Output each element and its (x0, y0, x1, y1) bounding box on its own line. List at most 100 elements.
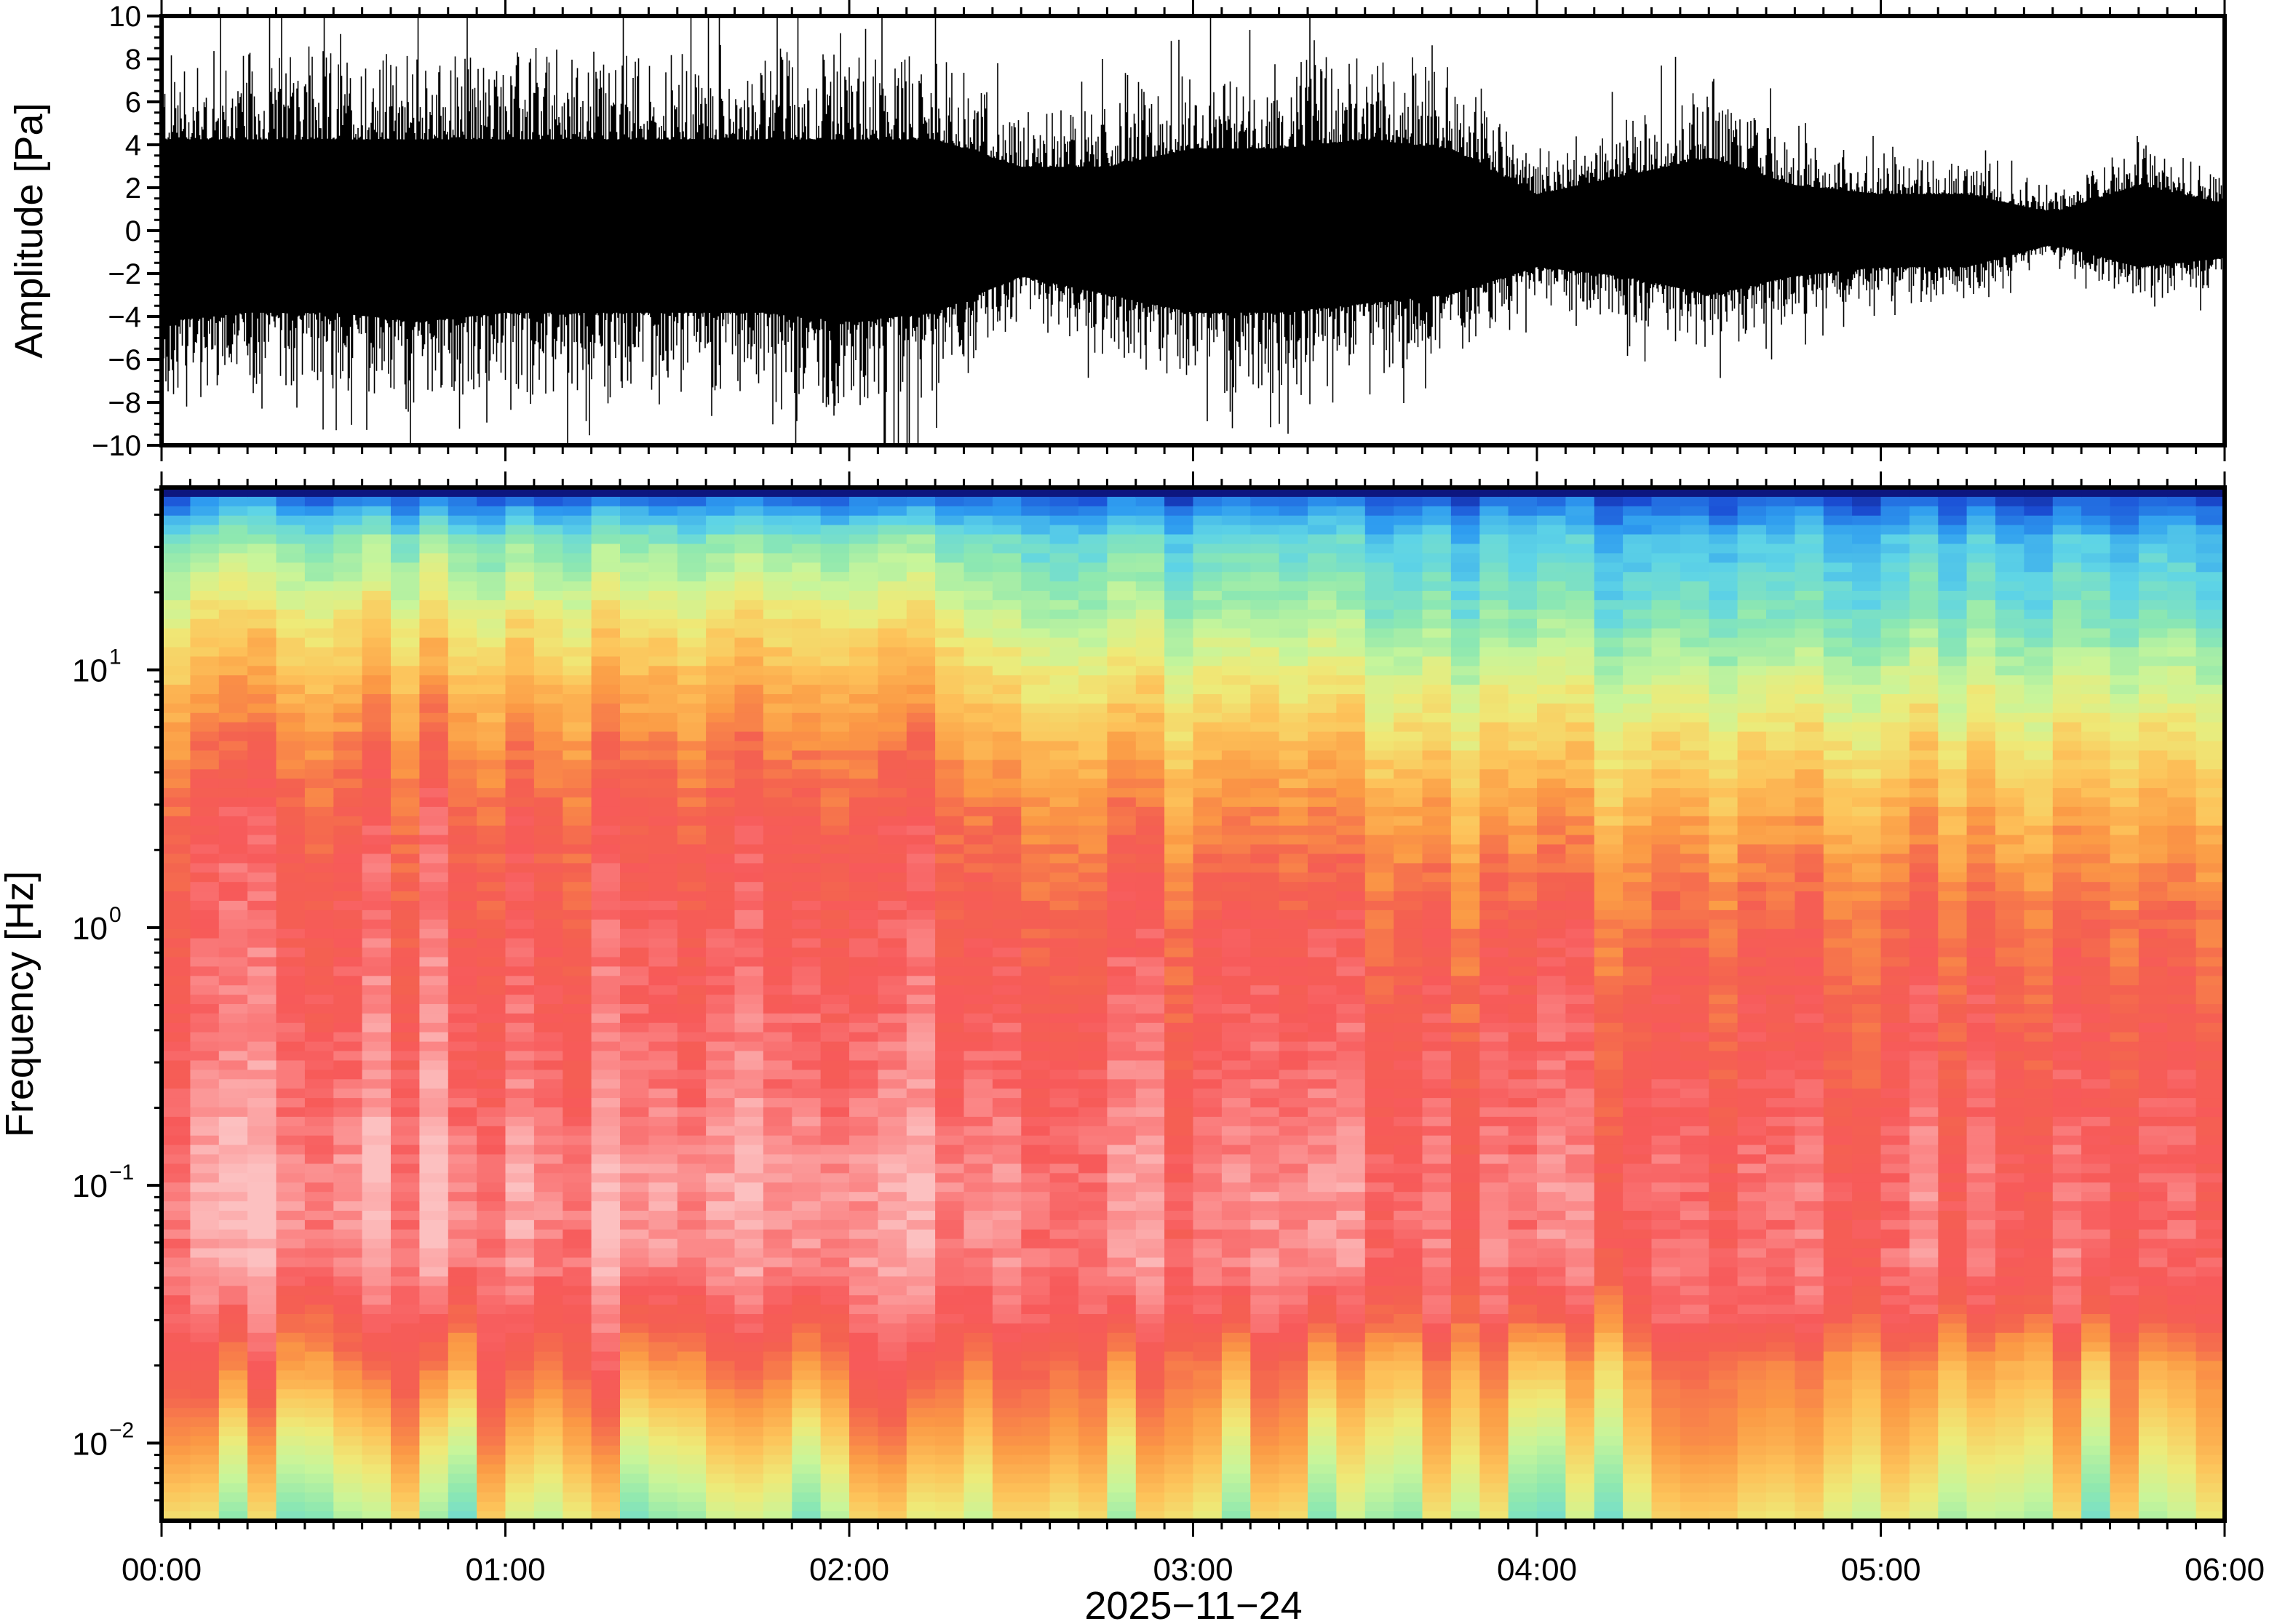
spectrogram-cell (591, 600, 621, 610)
spectrogram-cell (935, 600, 965, 610)
spectrogram-cell (763, 1126, 793, 1137)
spectrogram-cell (190, 901, 220, 911)
spectrogram-cell (419, 1070, 449, 1080)
spectrogram-cell (1221, 675, 1252, 685)
spectrogram-cell (276, 1182, 306, 1193)
spectrogram-cell (1021, 947, 1051, 958)
spectrogram-cell (362, 1088, 392, 1099)
spectrogram-cell (820, 1483, 850, 1494)
spectrogram-cell (419, 1219, 449, 1230)
spectrogram-cell (1135, 769, 1165, 779)
spectrogram-cell (648, 515, 678, 526)
spectrogram-cell (190, 685, 220, 695)
spectrogram-cell (1250, 618, 1280, 629)
spectrogram-cell (190, 806, 220, 817)
spectrogram-cell (477, 487, 506, 498)
spectrogram-cell (1193, 1135, 1223, 1146)
spectrogram-cell (1279, 1107, 1308, 1118)
spectrogram-cell (448, 1408, 477, 1418)
spectrogram-cell (1250, 722, 1280, 733)
spectrogram-cell (1021, 909, 1051, 920)
spectrogram-cell (533, 506, 564, 517)
spectrogram-cell (763, 750, 793, 761)
spectrogram-cell (1250, 1351, 1280, 1362)
spectrogram-cell (1193, 825, 1223, 836)
spectrogram-cell (706, 1464, 736, 1475)
spectrogram-cell (878, 1417, 907, 1428)
spectrogram-cell (218, 515, 248, 526)
spectrogram-cell (391, 1229, 421, 1240)
spectrogram-cell (706, 1004, 736, 1014)
spectrogram-cell (1164, 1135, 1194, 1146)
spectrogram-cell (620, 788, 650, 798)
spectrogram-cell (505, 572, 535, 582)
spectrogram-cell (1193, 1060, 1223, 1071)
spectrogram-cell (419, 666, 449, 676)
spectrogram-cell (763, 928, 793, 939)
spectrogram-cell (1364, 1502, 1394, 1512)
spectrogram-cell (648, 863, 678, 874)
spectrogram-cell (820, 1305, 850, 1315)
spectrogram-cell (1107, 1380, 1137, 1390)
spectrogram-cell (906, 712, 936, 723)
spectrogram-cell (906, 1098, 936, 1108)
spectrogram-cell (1221, 1041, 1252, 1052)
spectrogram-cell (620, 1314, 650, 1324)
spectrogram-cell (878, 1286, 907, 1296)
spectrogram-cell (419, 1041, 449, 1052)
spectrogram-cell (362, 1060, 392, 1071)
spectrogram-cell (1394, 844, 1423, 855)
spectrogram-cell (1193, 1370, 1223, 1381)
spectrogram-cell (162, 1332, 191, 1343)
spectrogram-cell (533, 844, 564, 855)
spectrogram-cell (419, 600, 449, 610)
spectrogram-cell (620, 1257, 650, 1268)
spectrogram-cell (763, 863, 793, 874)
spectrogram-cell (963, 666, 993, 676)
spectrogram-cell (218, 534, 248, 545)
spectrogram-cell (1394, 835, 1423, 845)
spectrogram-cell (591, 722, 621, 733)
spectrogram-cell (505, 1219, 535, 1230)
spectrogram-cell (1394, 572, 1423, 582)
spectrogram-cell (1107, 882, 1137, 892)
spectrogram-cell (1021, 1342, 1051, 1353)
spectrogram-cell (734, 863, 764, 874)
spectrogram-cell (1364, 938, 1394, 949)
spectrogram-cell (935, 609, 965, 620)
spectrogram-cell (218, 1454, 248, 1465)
spectrogram-cell (1164, 1238, 1194, 1249)
spectrogram-cell (1336, 1126, 1366, 1137)
spectrogram-cell (162, 1492, 191, 1502)
spectrogram-cell (677, 506, 707, 517)
spectrogram-cell (992, 600, 1022, 610)
spectrogram-cell (1336, 1351, 1366, 1362)
spectrogram-cell (734, 1389, 764, 1399)
spectrogram-cell (218, 928, 248, 939)
spectrogram-cell (1021, 591, 1051, 601)
spectrogram-cell (218, 581, 248, 592)
spectrogram-cell (247, 825, 277, 836)
spectrogram-cell (563, 1492, 592, 1502)
spectrogram-cell (1135, 1041, 1165, 1052)
spectrogram-cell (505, 525, 535, 536)
spectrogram-cell (1021, 1032, 1051, 1043)
spectrogram-cell (935, 1229, 965, 1240)
spectrogram-cell (591, 581, 621, 592)
spectrogram-cell (477, 966, 506, 977)
spectrogram-cell (706, 1107, 736, 1118)
spectrogram-cell (677, 1211, 707, 1221)
spectrogram-cell (1193, 1004, 1223, 1014)
spectrogram-cell (362, 1408, 392, 1418)
spectrogram-cell (706, 1116, 736, 1127)
spectrogram-cell (1021, 1107, 1051, 1118)
spectrogram-cell (477, 609, 506, 620)
spectrogram-cell (1250, 1332, 1280, 1343)
spectrogram-cell (448, 1004, 477, 1014)
spectrogram-cell (218, 1380, 248, 1390)
spectrogram-cell (992, 544, 1022, 554)
spectrogram-cell (763, 1248, 793, 1259)
spectrogram-cell (1279, 1389, 1308, 1399)
spectrogram-cell (1078, 1445, 1108, 1456)
spectrogram-cell (162, 1116, 191, 1127)
